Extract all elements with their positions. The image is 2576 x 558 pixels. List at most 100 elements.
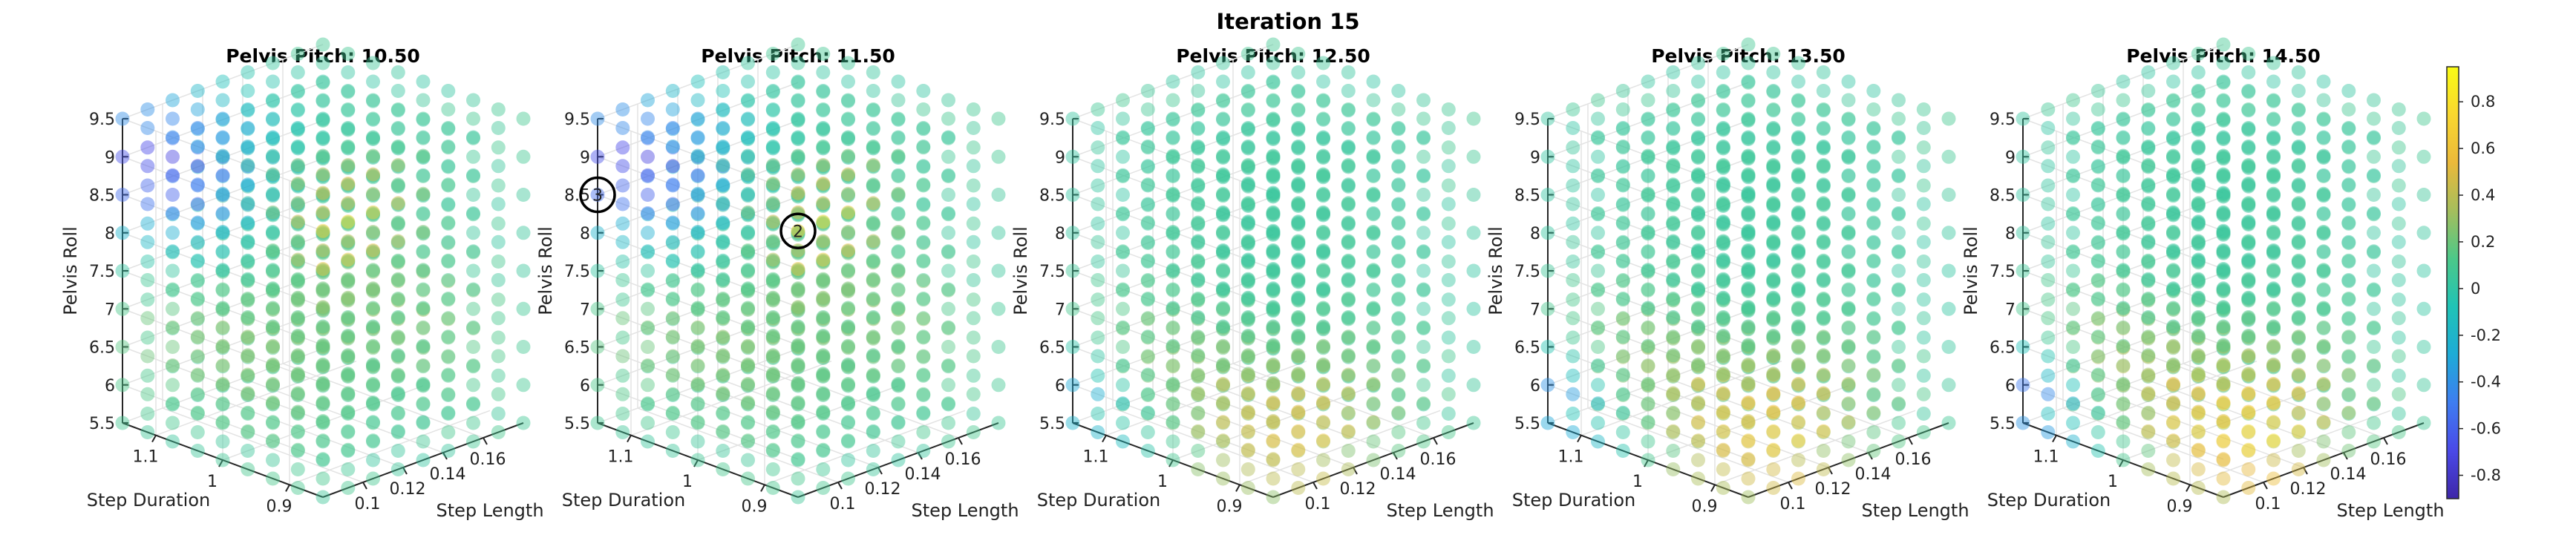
data-point (290, 386, 305, 401)
data-point (690, 207, 705, 222)
data-point (1816, 405, 1831, 420)
data-point (1841, 168, 1856, 183)
data-point (1540, 149, 1555, 164)
data-point (1441, 140, 1456, 155)
data-point (1566, 425, 1580, 439)
data-point (690, 301, 705, 315)
data-point (1591, 282, 1605, 297)
x-tick-label: 0.16 (470, 450, 506, 469)
data-point (1741, 243, 1756, 257)
data-point (891, 283, 906, 298)
data-point (266, 245, 280, 260)
data-point (1666, 292, 1681, 306)
y-tick (1102, 435, 1107, 443)
data-point (1291, 196, 1306, 211)
data-point (1366, 338, 1381, 353)
data-point (366, 357, 380, 372)
data-point (366, 434, 380, 449)
data-point (366, 56, 380, 70)
data-point (791, 149, 805, 164)
data-point (841, 188, 855, 202)
data-point (416, 301, 431, 316)
data-point (2041, 216, 2056, 231)
data-point (2066, 416, 2080, 430)
data-point (366, 471, 380, 486)
data-point (516, 149, 531, 164)
data-point (2041, 102, 2056, 116)
data-point (2241, 310, 2256, 324)
data-point (1941, 378, 1956, 393)
data-point (866, 197, 880, 212)
data-point (1416, 416, 1431, 430)
data-point (690, 453, 705, 467)
data-point (1316, 243, 1330, 257)
data-point (1240, 65, 1255, 79)
data-point (266, 415, 280, 430)
data-point (641, 340, 655, 354)
data-point (2116, 358, 2131, 372)
data-point (1892, 130, 1906, 145)
data-point (1091, 273, 1105, 287)
data-point (966, 311, 981, 326)
data-point (941, 340, 955, 354)
data-point (1566, 159, 1580, 174)
data-point (2416, 188, 2431, 202)
data-point (2341, 197, 2356, 211)
data-point (241, 405, 255, 420)
data-point (1140, 444, 1155, 458)
data-point (1316, 377, 1330, 391)
data-point (1366, 130, 1381, 145)
data-point (266, 301, 280, 315)
data-point (916, 425, 931, 439)
data-point (416, 341, 431, 355)
data-point (1216, 322, 1230, 337)
data-point (791, 303, 805, 318)
data-point (441, 236, 456, 250)
data-point (1366, 377, 1381, 391)
data-point (866, 407, 880, 421)
data-point (290, 290, 305, 305)
data-point (641, 130, 655, 145)
data-point (1416, 282, 1431, 297)
subplot-title: Pelvis Pitch: 11.50 (701, 45, 895, 67)
data-point (2341, 405, 2356, 420)
data-point (140, 159, 155, 174)
z-tick-label: 8 (2005, 225, 2016, 243)
data-point (341, 275, 356, 289)
data-point (1266, 357, 1281, 372)
data-point (816, 85, 831, 99)
data-point (366, 416, 380, 430)
data-point (690, 93, 705, 108)
data-point (1091, 368, 1105, 383)
data-point (765, 442, 780, 457)
data-point (2216, 111, 2231, 126)
data-point (590, 111, 605, 126)
data-point (266, 263, 280, 278)
data-point (741, 433, 755, 448)
data-point (841, 112, 855, 127)
data-point (1791, 148, 1805, 163)
data-point (1266, 75, 1281, 90)
data-point (1091, 121, 1105, 135)
data-point (1591, 301, 1605, 316)
data-point (416, 130, 431, 145)
data-point (341, 140, 356, 155)
data-point (1091, 197, 1105, 211)
data-point (590, 378, 605, 393)
data-point (316, 433, 330, 448)
data-point (491, 216, 506, 231)
data-point (1892, 301, 1906, 316)
data-point (765, 178, 780, 193)
z-tick-label: 6.5 (89, 339, 115, 358)
data-point (1566, 368, 1580, 383)
data-point (190, 160, 205, 174)
data-point (741, 263, 755, 278)
data-point (1791, 281, 1805, 296)
data-point (741, 186, 755, 201)
data-point (866, 217, 880, 232)
data-point (1641, 244, 1655, 259)
data-point (1240, 275, 1255, 289)
data-point (791, 341, 805, 356)
data-point (891, 93, 906, 108)
data-point (1816, 65, 1831, 79)
